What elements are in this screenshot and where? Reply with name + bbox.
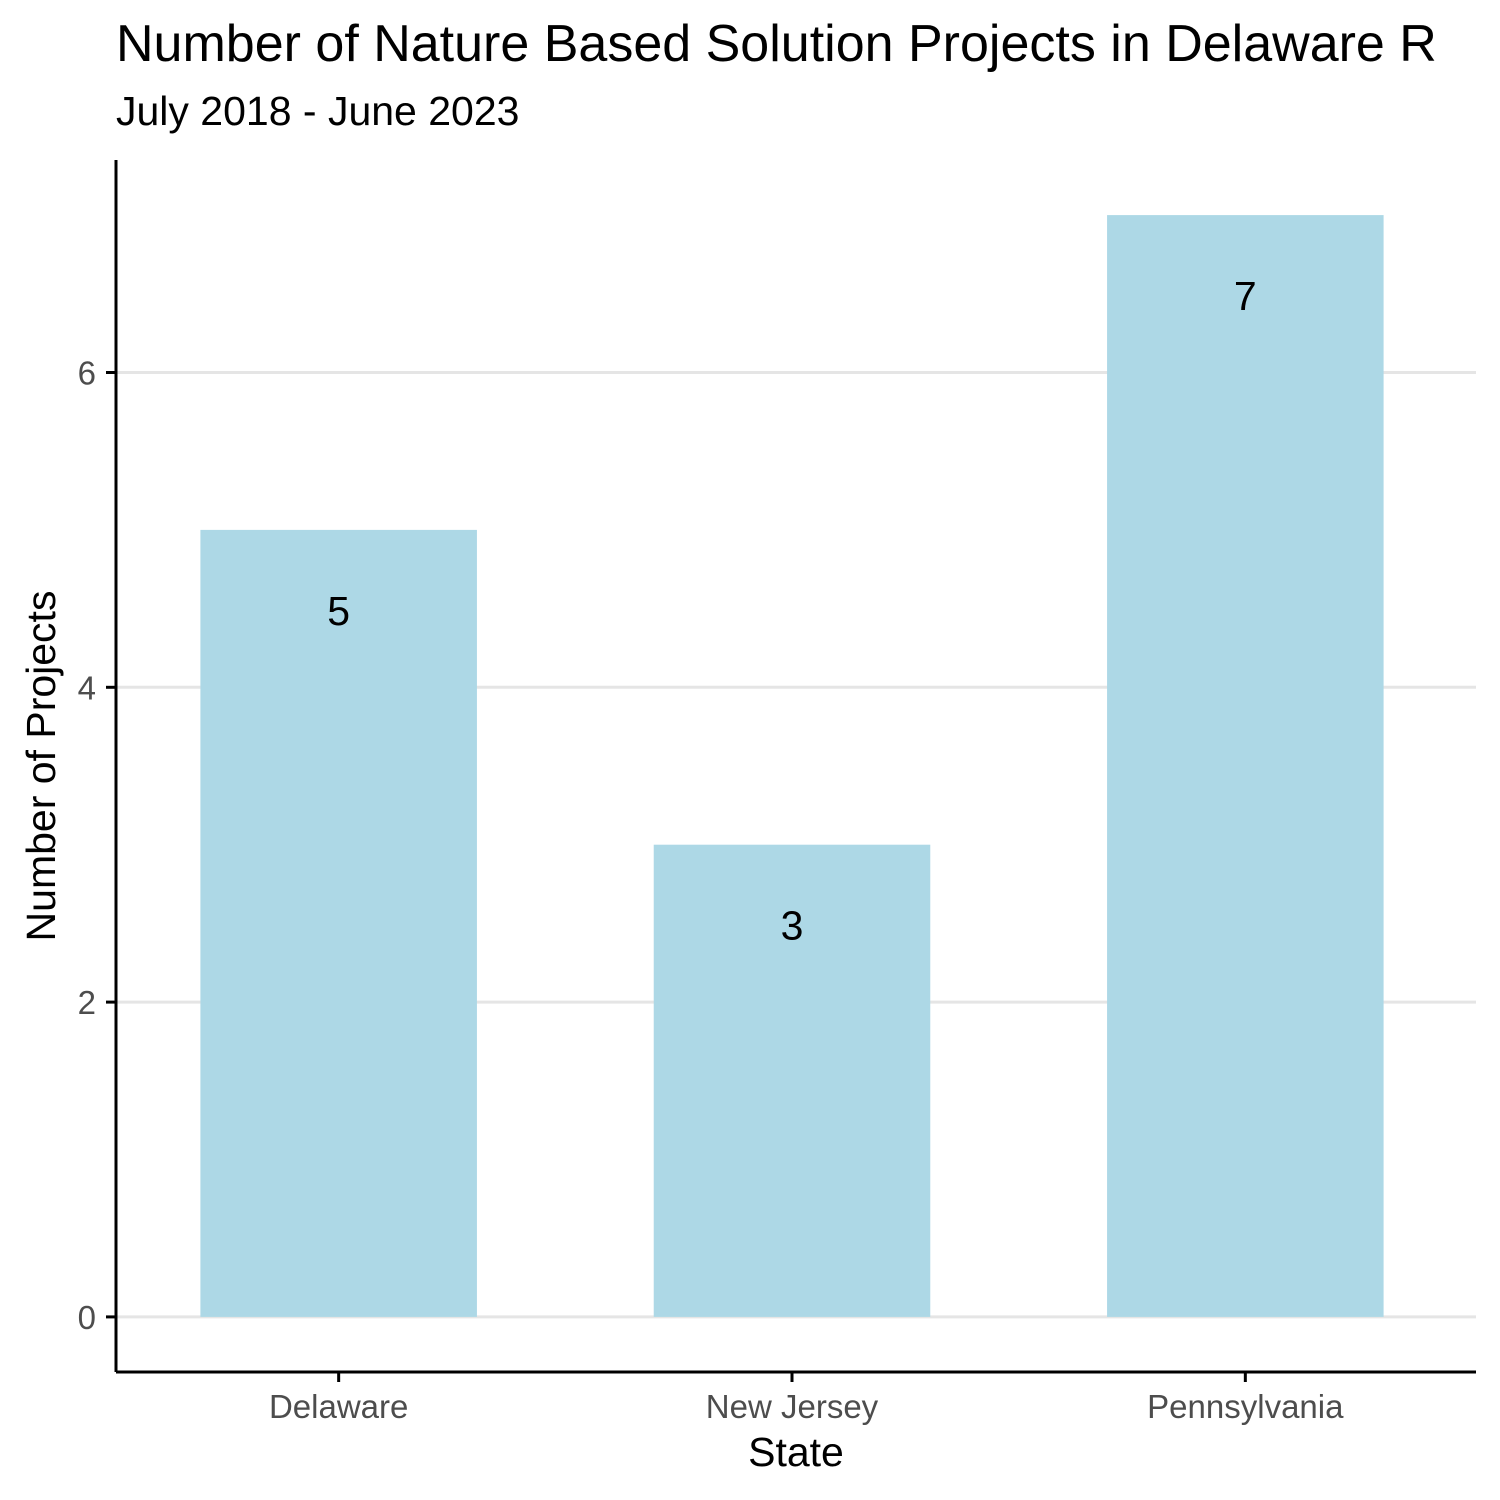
axes bbox=[114, 160, 1476, 1374]
data-label: 7 bbox=[1234, 273, 1257, 319]
bars bbox=[200, 215, 1384, 1317]
chart-title: Number of Nature Based Solution Projects… bbox=[116, 15, 1437, 73]
chart-subtitle: July 2018 - June 2023 bbox=[116, 88, 520, 134]
x-tick-label: Pennsylvania bbox=[1147, 1388, 1344, 1425]
bar bbox=[653, 844, 931, 1317]
y-tick-label: 6 bbox=[78, 354, 96, 391]
bar bbox=[1107, 215, 1384, 1317]
x-ticks: Delaware New Jersey Pennsylvania bbox=[269, 1372, 1344, 1425]
data-labels: 5 3 7 bbox=[327, 273, 1256, 949]
bar bbox=[200, 529, 477, 1317]
data-label: 3 bbox=[781, 903, 804, 949]
y-tick-label: 4 bbox=[78, 669, 96, 706]
x-tick-label: New Jersey bbox=[706, 1388, 879, 1425]
x-tick-label: Delaware bbox=[269, 1388, 408, 1425]
y-axis-title: Number of Projects bbox=[18, 591, 64, 942]
y-ticks: 0 2 4 6 bbox=[78, 354, 116, 1336]
x-axis-title: State bbox=[748, 1429, 844, 1475]
y-tick-label: 2 bbox=[78, 984, 96, 1021]
data-label: 5 bbox=[327, 588, 350, 634]
y-tick-label: 0 bbox=[78, 1299, 96, 1336]
